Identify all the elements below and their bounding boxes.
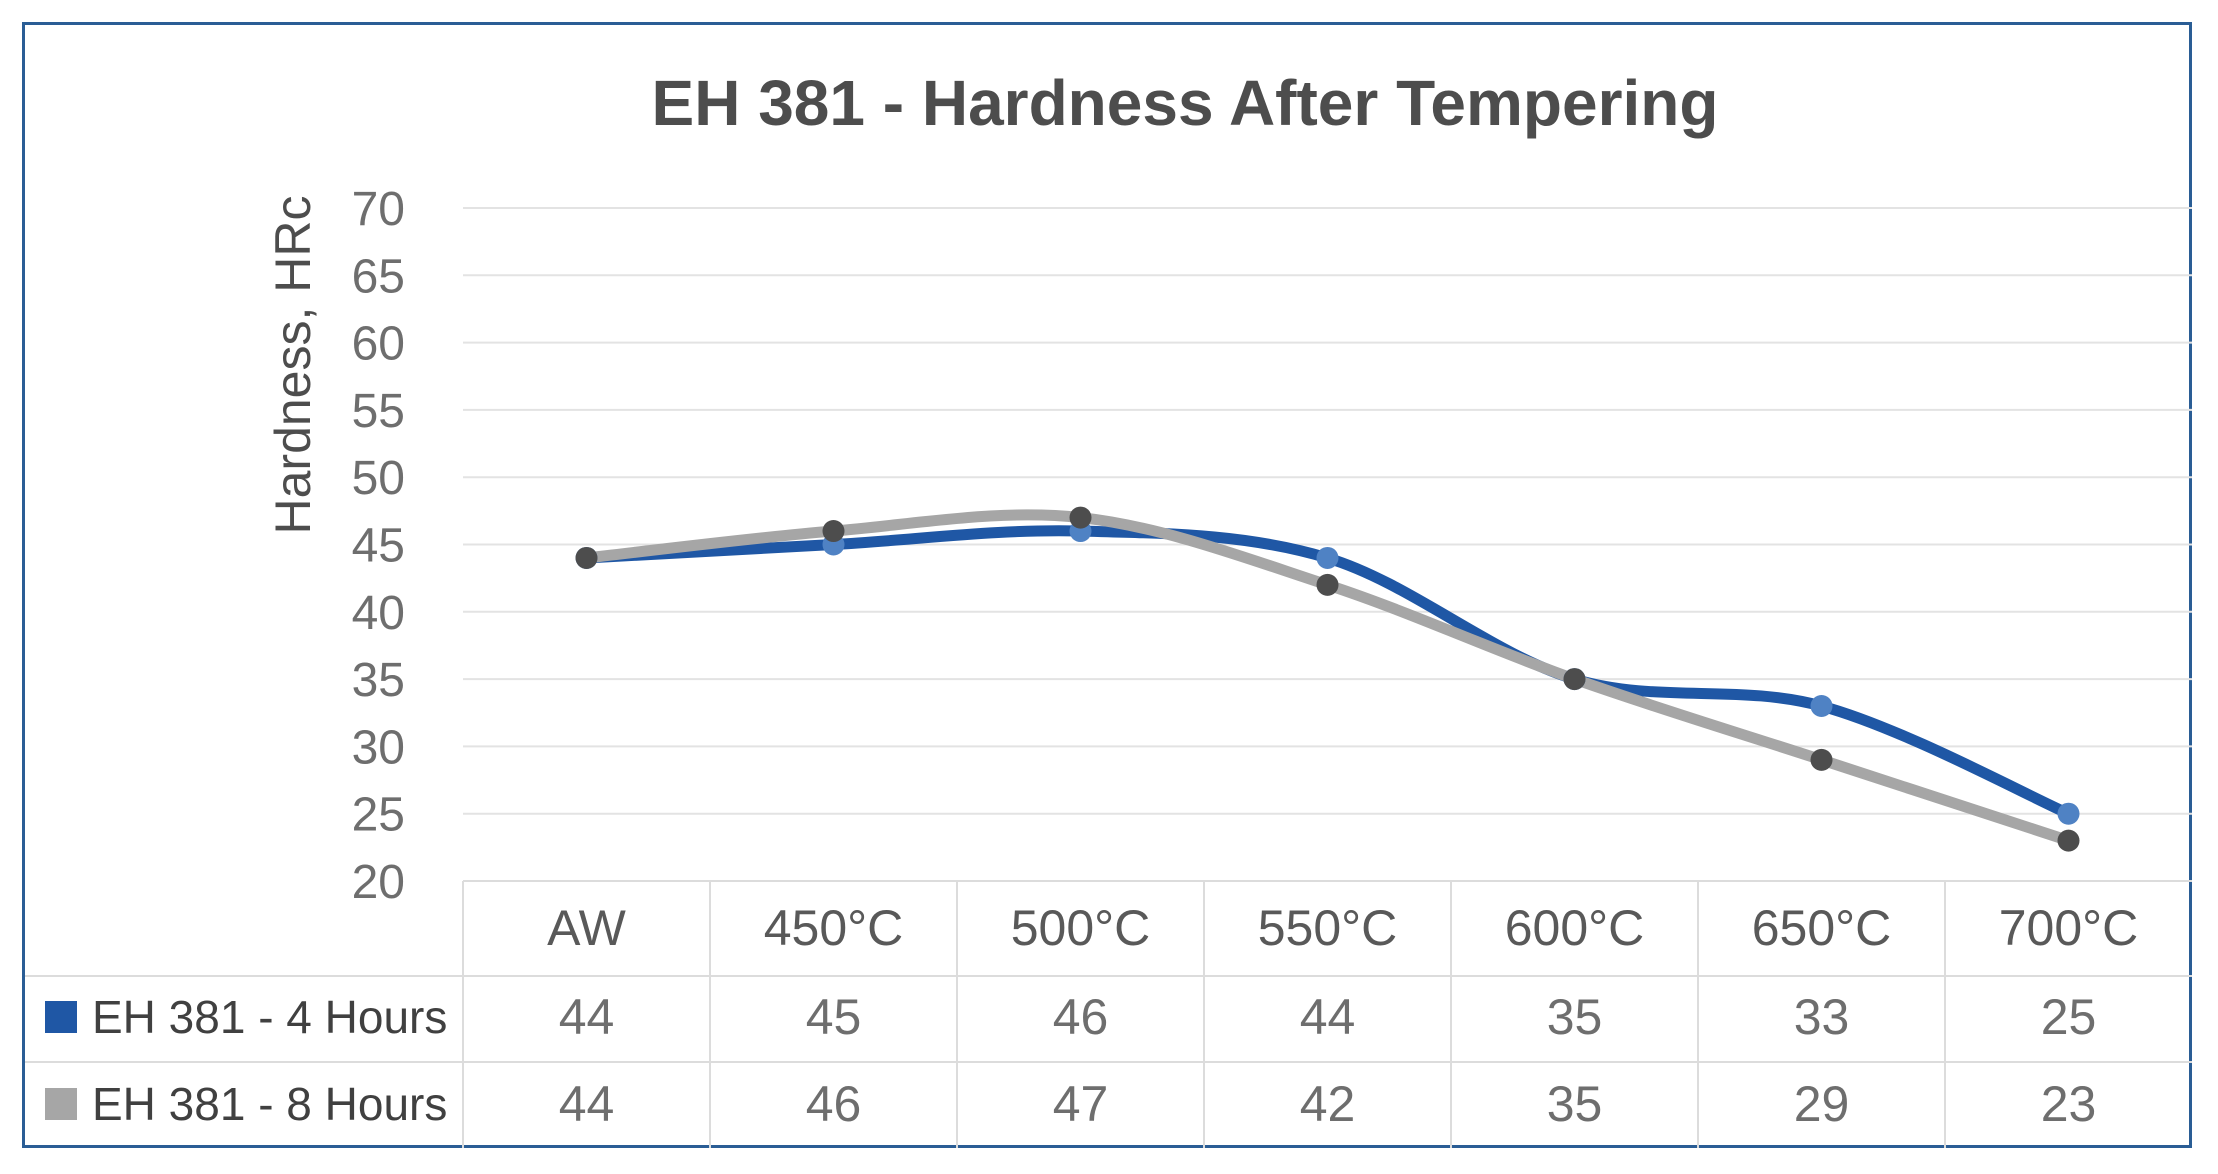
y-tick-label: 70	[352, 183, 405, 236]
data-point	[1316, 573, 1339, 596]
x-tick-label: 500°C	[1011, 900, 1151, 956]
data-point	[822, 520, 845, 543]
table-cell: 29	[1794, 1076, 1850, 1132]
y-tick-label: 65	[352, 250, 405, 303]
series-markers	[575, 506, 2080, 852]
table-cell: 42	[1300, 1076, 1356, 1132]
x-tick-label: 550°C	[1258, 900, 1398, 956]
y-tick-label: 30	[352, 721, 405, 774]
data-point	[1563, 668, 1586, 691]
y-tick-label: 60	[352, 318, 405, 371]
data-point	[1316, 546, 1339, 569]
table-cell: 44	[1300, 989, 1356, 1045]
x-tick-label: 450°C	[764, 900, 904, 956]
table-cell: 47	[1053, 1076, 1109, 1132]
table-cell: 45	[806, 989, 862, 1045]
y-axis-ticks: 20 25 30 35 40 45 50 55 60 65 70	[352, 183, 405, 909]
y-tick-label: 45	[352, 520, 405, 573]
table-cell: 46	[806, 1076, 862, 1132]
table-cell: 35	[1547, 989, 1603, 1045]
x-tick-label: 700°C	[1999, 900, 2139, 956]
data-point	[575, 546, 598, 569]
data-point	[2057, 802, 2080, 825]
table-cell: 44	[559, 1076, 615, 1132]
legend-label: EH 381 - 8 Hours	[92, 1078, 447, 1130]
legend-swatch	[45, 1001, 77, 1033]
y-tick-label: 40	[352, 587, 405, 640]
data-point	[1810, 748, 1833, 771]
legend-swatch	[45, 1088, 77, 1120]
table-cell: 23	[2041, 1076, 2097, 1132]
y-tick-label: 35	[352, 654, 405, 707]
legend-label: EH 381 - 4 Hours	[92, 991, 447, 1043]
x-tick-label: AW	[547, 900, 626, 956]
y-tick-label: 20	[352, 856, 405, 909]
table-cell: 46	[1053, 989, 1109, 1045]
y-axis-label: Hardness, HRc	[265, 196, 321, 535]
data-table: AW 450°C 500°C 550°C 600°C 650°C 700°C EH 381 -…	[25, 880, 2192, 1148]
x-tick-label: 650°C	[1752, 900, 1892, 956]
y-tick-label: 55	[352, 385, 405, 438]
gridlines	[463, 207, 2192, 815]
y-tick-label: 50	[352, 452, 405, 505]
y-tick-label: 25	[352, 789, 405, 842]
table-cell: 33	[1794, 989, 1850, 1045]
table-cell: 35	[1547, 1076, 1603, 1132]
table-cell: 44	[559, 989, 615, 1045]
table-cell: 25	[2041, 989, 2097, 1045]
x-tick-label: 600°C	[1505, 900, 1645, 956]
data-point	[2057, 829, 2080, 852]
chart-frame	[22, 22, 2192, 1148]
chart-title: EH 381 - Hardness After Tempering	[652, 67, 1719, 139]
data-point	[1069, 506, 1092, 529]
data-point	[1810, 695, 1833, 718]
